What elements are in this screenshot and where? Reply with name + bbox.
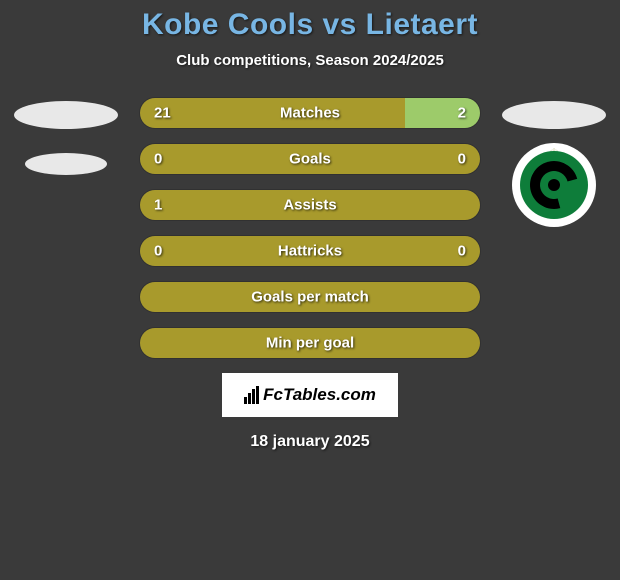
main-row: 21 2 Matches 0 0 Goals 1 Assists 0 0 Hattricks Goal… (0, 97, 620, 359)
stat-bar: 0 0 Goals (139, 143, 481, 175)
fctables-brand[interactable]: FcTables.com (222, 373, 398, 417)
bar-left-value: 0 (154, 151, 162, 168)
bar-right-value: 2 (458, 105, 466, 122)
player-left-col (11, 97, 121, 199)
brand-text: FcTables.com (263, 385, 376, 405)
page-title: Kobe Cools vs Lietaert (0, 8, 620, 42)
bar-right-value: 0 (458, 243, 466, 260)
bars-icon (244, 386, 259, 404)
page-subtitle: Club competitions, Season 2024/2025 (0, 52, 620, 69)
player-left-club-placeholder (25, 153, 107, 175)
club-inner (520, 151, 588, 219)
bar-left-value: 1 (154, 197, 162, 214)
bar-right-value: 0 (458, 151, 466, 168)
player-right-avatar (502, 101, 606, 129)
bar-label: Goals per match (251, 289, 369, 306)
bar-label: Matches (280, 105, 340, 122)
stat-bars: 21 2 Matches 0 0 Goals 1 Assists 0 0 Hattricks Goal… (139, 97, 481, 359)
bar-left-value: 0 (154, 243, 162, 260)
bar-label: Hattricks (278, 243, 342, 260)
club-dot (548, 179, 560, 191)
bar-right-fill (405, 98, 480, 128)
bar-left-fill (140, 98, 405, 128)
stat-bar: 1 Assists (139, 189, 481, 221)
bar-label: Min per goal (266, 335, 354, 352)
stat-bar: Min per goal (139, 327, 481, 359)
bar-label: Goals (289, 151, 331, 168)
stat-bar: Goals per match (139, 281, 481, 313)
player-right-club-badge: ♔ (512, 143, 596, 227)
bar-left-value: 21 (154, 105, 171, 122)
player-right-col: ♔ (499, 97, 609, 227)
bar-label: Assists (283, 197, 336, 214)
player-left-avatar (14, 101, 118, 129)
stat-bar: 0 0 Hattricks (139, 235, 481, 267)
comparison-card: Kobe Cools vs Lietaert Club competitions… (0, 0, 620, 451)
date-label: 18 january 2025 (0, 433, 620, 451)
stat-bar: 21 2 Matches (139, 97, 481, 129)
